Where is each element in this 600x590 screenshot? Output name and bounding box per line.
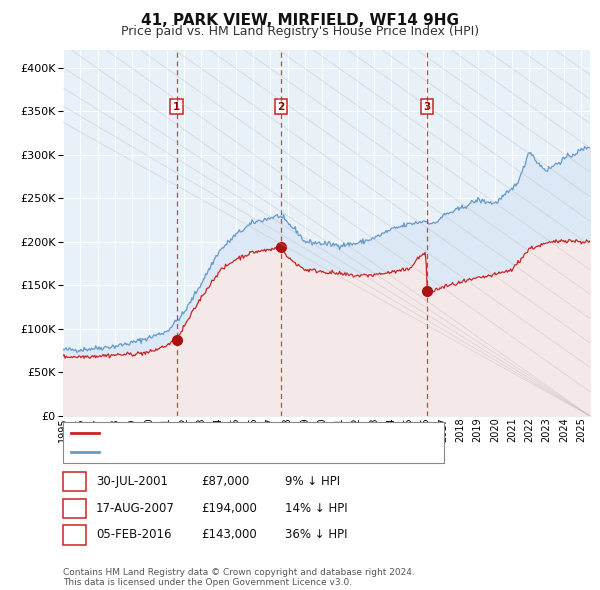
Text: 1: 1 xyxy=(173,102,180,112)
Text: 36% ↓ HPI: 36% ↓ HPI xyxy=(285,528,347,542)
Text: HPI: Average price, detached house, Kirklees: HPI: Average price, detached house, Kirk… xyxy=(104,447,349,457)
Text: 14% ↓ HPI: 14% ↓ HPI xyxy=(285,502,347,515)
Text: Contains HM Land Registry data © Crown copyright and database right 2024.
This d: Contains HM Land Registry data © Crown c… xyxy=(63,568,415,587)
Text: 3: 3 xyxy=(70,528,79,542)
Text: £87,000: £87,000 xyxy=(201,475,249,489)
Text: £143,000: £143,000 xyxy=(201,528,257,542)
Text: 30-JUL-2001: 30-JUL-2001 xyxy=(96,475,168,489)
Text: 9% ↓ HPI: 9% ↓ HPI xyxy=(285,475,340,489)
Text: Price paid vs. HM Land Registry's House Price Index (HPI): Price paid vs. HM Land Registry's House … xyxy=(121,25,479,38)
Text: 1: 1 xyxy=(70,475,79,489)
Text: 2: 2 xyxy=(278,102,285,112)
Text: 05-FEB-2016: 05-FEB-2016 xyxy=(96,528,172,542)
Text: 41, PARK VIEW, MIRFIELD, WF14 9HG: 41, PARK VIEW, MIRFIELD, WF14 9HG xyxy=(141,13,459,28)
Text: 41, PARK VIEW, MIRFIELD, WF14 9HG (detached house): 41, PARK VIEW, MIRFIELD, WF14 9HG (detac… xyxy=(104,428,407,438)
Text: 2: 2 xyxy=(70,502,79,515)
Text: £194,000: £194,000 xyxy=(201,502,257,515)
Text: 17-AUG-2007: 17-AUG-2007 xyxy=(96,502,175,515)
Text: 3: 3 xyxy=(424,102,431,112)
